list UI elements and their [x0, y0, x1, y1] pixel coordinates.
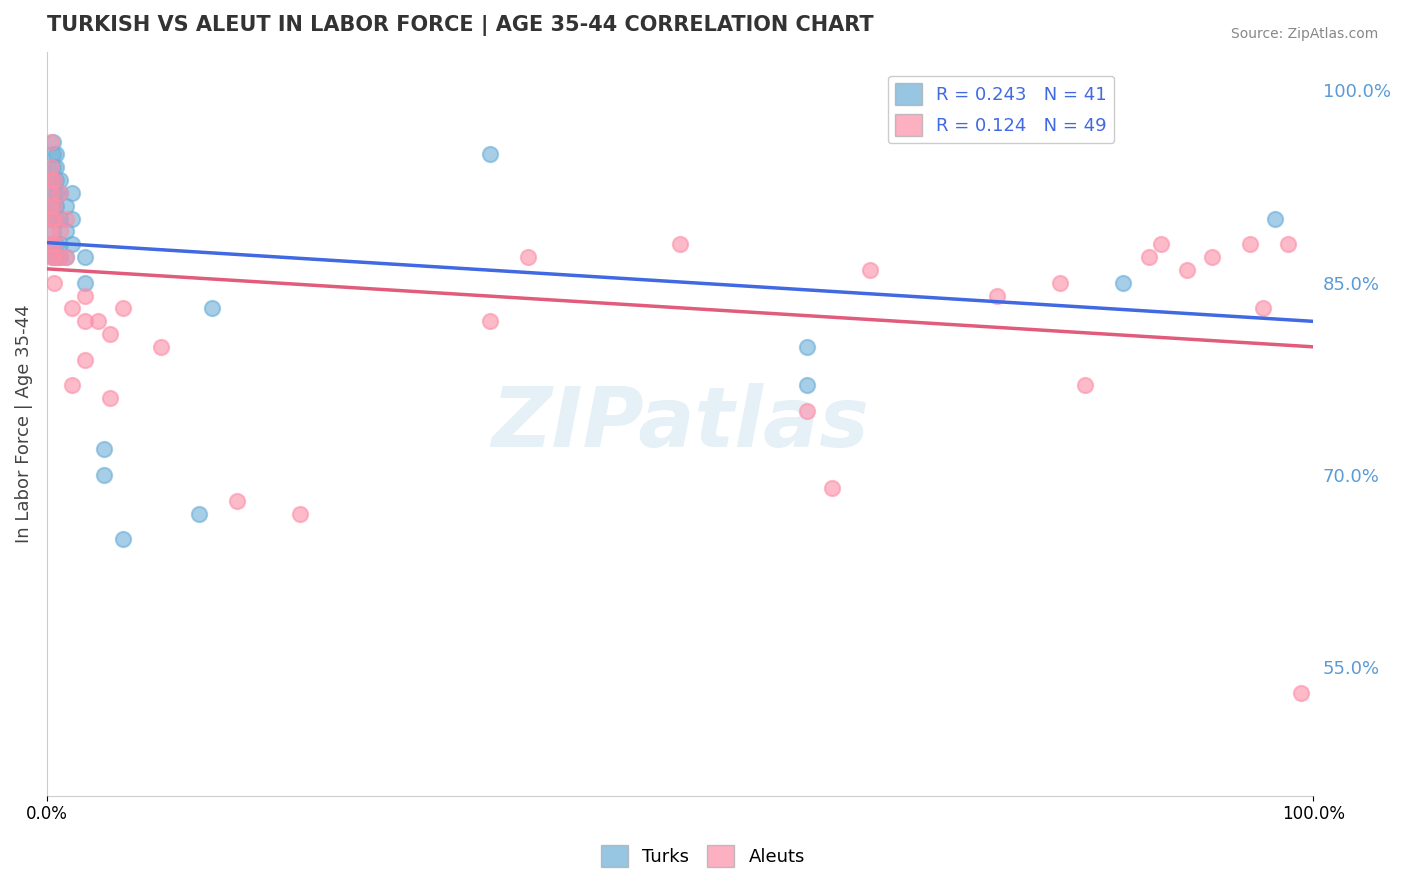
Aleuts	[60, 378, 83, 392]
Aleuts	[1074, 378, 1097, 392]
Aleuts	[1277, 237, 1299, 252]
Aleuts	[821, 481, 844, 495]
Turks	[45, 186, 67, 200]
Aleuts	[796, 404, 818, 418]
Legend: Turks, Aleuts: Turks, Aleuts	[593, 838, 813, 874]
Turks	[796, 378, 818, 392]
Aleuts	[1201, 250, 1223, 264]
Aleuts	[149, 340, 172, 354]
Turks	[111, 533, 134, 547]
Aleuts	[1150, 237, 1173, 252]
Turks	[93, 468, 115, 483]
Turks	[45, 237, 67, 252]
Turks	[42, 211, 65, 226]
Aleuts	[111, 301, 134, 316]
Aleuts	[39, 161, 62, 175]
Aleuts	[1289, 686, 1312, 700]
Turks	[42, 173, 65, 187]
Turks	[60, 237, 83, 252]
Aleuts	[39, 173, 62, 187]
Aleuts	[55, 211, 77, 226]
Turks	[42, 147, 65, 161]
Aleuts	[73, 288, 96, 302]
Turks	[187, 507, 209, 521]
Turks	[42, 237, 65, 252]
Aleuts	[48, 250, 70, 264]
Aleuts	[39, 237, 62, 252]
Turks	[479, 147, 502, 161]
Aleuts	[55, 250, 77, 264]
Text: Source: ZipAtlas.com: Source: ZipAtlas.com	[1230, 27, 1378, 41]
Aleuts	[44, 237, 66, 252]
Aleuts	[479, 314, 502, 328]
Turks	[73, 276, 96, 290]
Aleuts	[44, 250, 66, 264]
Aleuts	[48, 224, 70, 238]
Aleuts	[859, 263, 882, 277]
Aleuts	[44, 211, 66, 226]
Turks	[93, 442, 115, 457]
Turks	[45, 173, 67, 187]
Turks	[1112, 276, 1135, 290]
Turks	[45, 147, 67, 161]
Turks	[42, 135, 65, 149]
Turks	[48, 173, 70, 187]
Text: TURKISH VS ALEUT IN LABOR FORCE | AGE 35-44 CORRELATION CHART: TURKISH VS ALEUT IN LABOR FORCE | AGE 35…	[46, 15, 873, 36]
Turks	[48, 250, 70, 264]
Aleuts	[1175, 263, 1198, 277]
Turks	[45, 199, 67, 213]
Aleuts	[86, 314, 108, 328]
Turks	[42, 224, 65, 238]
Turks	[55, 199, 77, 213]
Turks	[45, 161, 67, 175]
Aleuts	[39, 250, 62, 264]
Aleuts	[60, 301, 83, 316]
Aleuts	[517, 250, 540, 264]
Turks	[55, 250, 77, 264]
Turks	[200, 301, 222, 316]
Turks	[73, 250, 96, 264]
Aleuts	[98, 391, 121, 405]
Turks	[42, 161, 65, 175]
Legend: R = 0.243   N = 41, R = 0.124   N = 49: R = 0.243 N = 41, R = 0.124 N = 49	[887, 76, 1115, 144]
Turks	[42, 199, 65, 213]
Aleuts	[73, 314, 96, 328]
Aleuts	[44, 276, 66, 290]
Aleuts	[48, 186, 70, 200]
Aleuts	[39, 224, 62, 238]
Aleuts	[39, 199, 62, 213]
Text: ZIPatlas: ZIPatlas	[491, 384, 869, 465]
Aleuts	[39, 211, 62, 226]
Aleuts	[39, 135, 62, 149]
Aleuts	[44, 173, 66, 187]
Aleuts	[669, 237, 692, 252]
Turks	[60, 211, 83, 226]
Aleuts	[1251, 301, 1274, 316]
Aleuts	[225, 493, 247, 508]
Aleuts	[39, 186, 62, 200]
Aleuts	[288, 507, 311, 521]
Turks	[48, 186, 70, 200]
Aleuts	[1137, 250, 1160, 264]
Turks	[48, 237, 70, 252]
Aleuts	[1049, 276, 1071, 290]
Turks	[1264, 211, 1286, 226]
Aleuts	[986, 288, 1008, 302]
Aleuts	[1239, 237, 1261, 252]
Turks	[45, 211, 67, 226]
Aleuts	[98, 326, 121, 341]
Y-axis label: In Labor Force | Age 35-44: In Labor Force | Age 35-44	[15, 304, 32, 543]
Turks	[796, 340, 818, 354]
Aleuts	[44, 199, 66, 213]
Turks	[48, 211, 70, 226]
Turks	[42, 186, 65, 200]
Turks	[45, 250, 67, 264]
Turks	[55, 224, 77, 238]
Turks	[42, 250, 65, 264]
Turks	[60, 186, 83, 200]
Aleuts	[73, 352, 96, 367]
